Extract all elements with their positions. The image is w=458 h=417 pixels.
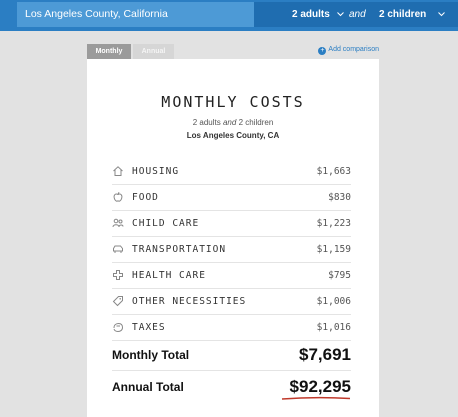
tab-annual[interactable]: Annual: [133, 44, 174, 59]
plus-circle-icon: +: [318, 47, 327, 55]
chevron-down-icon: [336, 12, 344, 17]
adults-dropdown-label: 2 adults: [292, 9, 330, 20]
medical-cross-icon: [113, 270, 123, 280]
monthly-total-label: Monthly Total: [112, 348, 190, 362]
location-search-input[interactable]: Los Angeles County, California: [17, 2, 254, 27]
house-icon: [113, 166, 123, 176]
total-divider: [112, 370, 351, 371]
summary-children: 2 children: [238, 118, 274, 127]
tab-monthly[interactable]: Monthly: [87, 44, 131, 59]
cost-label: TRANSPORTATION: [132, 244, 227, 255]
cost-row-housing: HOUSING $1,663: [112, 159, 351, 185]
cost-row-taxes: TAXES $1,016: [112, 315, 351, 341]
chevron-down-icon: [438, 12, 445, 17]
and-text: and: [349, 9, 366, 20]
household-selector: 2 adults and 2 children: [254, 2, 458, 27]
annual-total-value: $92,295: [289, 377, 351, 396]
add-comparison-link[interactable]: + Add comparison: [318, 44, 379, 56]
cost-label: HOUSING: [132, 166, 180, 177]
cost-row-transportation: TRANSPORTATION $1,159: [112, 237, 351, 263]
cost-value: $1,006: [316, 296, 351, 307]
top-bar: Los Angeles County, California 2 adults …: [0, 0, 458, 31]
household-summary: 2 adults and 2 children: [87, 118, 379, 127]
adults-dropdown[interactable]: 2 adults: [292, 2, 344, 27]
apple-icon: [113, 192, 123, 202]
children-dropdown[interactable]: 2 children: [379, 2, 445, 27]
annual-total-row: Annual Total $92,295: [112, 371, 351, 403]
card-title: MONTHLY COSTS: [161, 93, 305, 111]
add-comparison-label: Add comparison: [328, 46, 379, 53]
cost-value: $1,159: [316, 244, 351, 255]
cost-label: HEALTH CARE: [132, 270, 206, 281]
monthly-total-value: $7,691: [299, 345, 351, 364]
cost-label: OTHER NECESSITIES: [132, 296, 247, 307]
cost-value: $830: [328, 192, 351, 203]
summary-and: and: [222, 118, 237, 127]
car-icon: [113, 245, 123, 253]
cost-value: $795: [328, 270, 351, 281]
annual-total-label: Annual Total: [112, 380, 184, 394]
summary-adults: 2 adults: [192, 118, 221, 127]
children-dropdown-label: 2 children: [379, 9, 427, 20]
cost-row-child-care: CHILD CARE $1,223: [112, 211, 351, 237]
monthly-total-row: Monthly Total $7,691: [112, 339, 351, 371]
cost-value: $1,016: [316, 322, 351, 333]
location-label: Los Angeles County, CA: [186, 131, 280, 140]
hand-icon: [113, 322, 124, 333]
cost-value: $1,223: [316, 218, 351, 229]
tag-icon: [112, 296, 123, 307]
cost-value: $1,663: [316, 166, 351, 177]
cost-row-health-care: HEALTH CARE $795: [112, 263, 351, 289]
annual-total-underline: [281, 396, 351, 400]
cost-label: TAXES: [132, 322, 166, 333]
cost-card: MONTHLY COSTS 2 adults and 2 children Lo…: [87, 59, 379, 417]
cost-row-food: FOOD $830: [112, 185, 351, 211]
cost-label: FOOD: [132, 192, 159, 203]
people-icon: [112, 218, 124, 228]
cost-label: CHILD CARE: [132, 218, 200, 229]
cost-row-other-necessities: OTHER NECESSITIES $1,006: [112, 289, 351, 315]
